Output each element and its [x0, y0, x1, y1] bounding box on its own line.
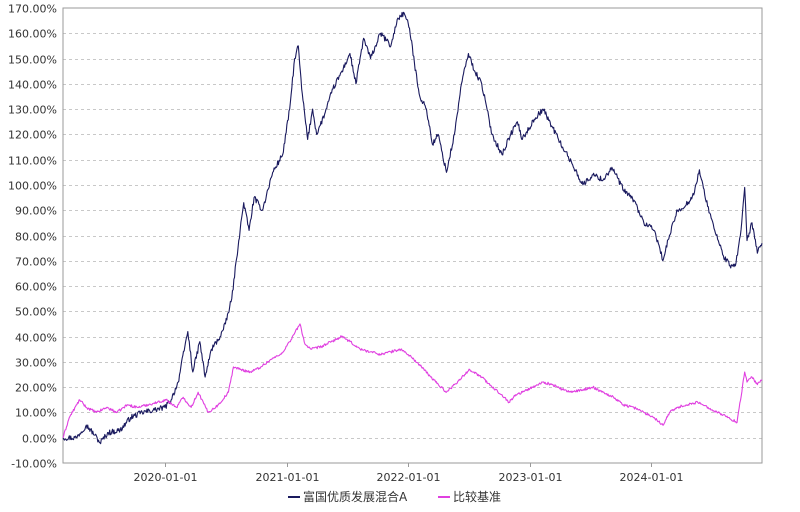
x-tick-label: 2024-01-01: [620, 471, 684, 484]
y-tick-label: 30.00%: [15, 357, 57, 370]
legend-label-1: 富国优质发展混合A: [303, 489, 408, 504]
y-tick-label: 80.00%: [15, 231, 57, 244]
x-axis-tick-labels: 2020-01-01 2021-01-01 2022-01-01 2023-01-01…: [134, 463, 684, 484]
legend-label-2: 比较基准: [453, 489, 501, 504]
y-tick-label: 60.00%: [15, 281, 57, 294]
y-tick-label: 0.00%: [22, 433, 57, 446]
plot-frame: [62, 7, 763, 464]
y-tick-label: 70.00%: [15, 256, 57, 269]
series-line-1: [62, 11, 763, 445]
y-tick-label: 20.00%: [15, 382, 57, 395]
y-tick-label: 50.00%: [15, 306, 57, 319]
y-tick-label: 130.00%: [8, 104, 57, 117]
y-tick-label: 170.00%: [8, 3, 57, 16]
grid: [63, 33, 762, 439]
series-line-2: [62, 323, 763, 438]
y-tick-label: 40.00%: [15, 332, 57, 345]
y-tick-label: 110.00%: [8, 155, 57, 168]
series-group: [62, 11, 763, 445]
y-tick-label: 90.00%: [15, 205, 57, 218]
y-tick-label: 160.00%: [8, 28, 57, 41]
legend: 富国优质发展混合A 比较基准: [288, 489, 501, 504]
x-tick-label: 2023-01-01: [499, 471, 563, 484]
y-tick-label: 100.00%: [8, 180, 57, 193]
x-tick-label: 2022-01-01: [377, 471, 441, 484]
y-tick-label: -10.00%: [11, 458, 57, 471]
y-tick-label: 140.00%: [8, 79, 57, 92]
y-tick-label: 150.00%: [8, 54, 57, 67]
x-tick-label: 2020-01-01: [134, 471, 198, 484]
y-tick-label: 10.00%: [15, 407, 57, 420]
x-tick-label: 2021-01-01: [256, 471, 320, 484]
y-axis-tick-labels: -10.00% 0.00% 10.00% 20.00% 30.00% 40.00% 50.0…: [8, 3, 57, 471]
y-tick-label: 120.00%: [8, 129, 57, 142]
